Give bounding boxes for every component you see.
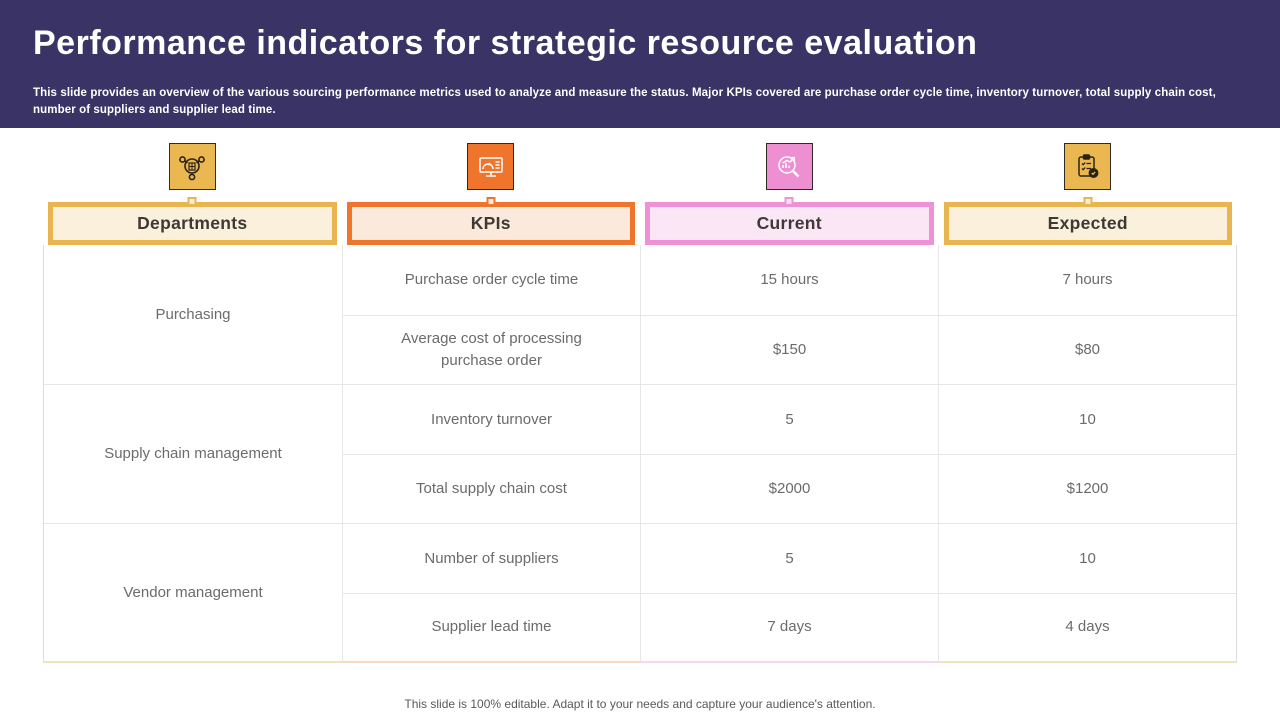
table-header-row: Departments KPIs Current Expected [43,197,1237,245]
connector-square [784,197,794,206]
column-header-label: Expected [1047,213,1128,233]
department-cell: Vendor management [44,523,342,663]
current-icon-cell [640,143,939,190]
kpi-cell: Total supply chain cost [342,453,640,524]
corporate-hierarchy-icon [168,143,216,190]
column-header-label: Departments [137,213,248,233]
analysis-magnifier-icon [765,143,813,190]
column-header-expected: Expected [943,197,1232,245]
current-value-cell: 7 days [640,592,938,663]
connector-square [1083,197,1093,206]
column-icons-row [43,143,1237,190]
departments-icon-cell [43,143,342,190]
column-header-departments: Departments [48,197,337,245]
kpis-icon-cell [342,143,641,190]
kpi-cell: Number of suppliers [342,523,640,593]
expected-value-cell: 7 hours [938,245,1236,315]
current-value-cell: $150 [640,314,938,385]
expected-value-cell: $80 [938,314,1236,385]
column-header-label: Current [756,213,822,233]
expected-value-cell: $1200 [938,453,1236,524]
kpi-cell: Inventory turnover [342,384,640,454]
column-header-kpis: KPIs [346,197,635,245]
editable-note: This slide is 100% editable. Adapt it to… [404,697,876,711]
current-value-cell: 5 [640,384,938,454]
kpi-cell: Supplier lead time [342,592,640,663]
department-cell: Purchasing [155,305,231,323]
title-banner: Performance indicators for strategic res… [0,0,1280,128]
current-value-cell: 15 hours [640,245,938,315]
kpi-dashboard-icon [467,143,515,190]
kpi-table-body: Purchasing Purchase order cycle time 15 … [43,245,1237,663]
expected-icon-cell [939,143,1238,190]
column-header-label: KPIs [470,213,511,233]
page-title: Performance indicators for strategic res… [33,24,978,62]
expected-value-cell: 10 [938,523,1236,593]
department-cell: Supply chain management [44,384,342,523]
kpi-cell: Purchase order cycle time [342,245,640,315]
column-header-current: Current [645,197,934,245]
expected-value-cell: 4 days [938,592,1236,663]
checklist-icon [1064,143,1112,190]
page-subtitle: This slide provides an overview of the v… [33,87,1216,117]
current-value-cell: 5 [640,523,938,593]
current-value-cell: $2000 [640,453,938,524]
connector-square [486,197,496,206]
kpi-cell: Average cost of processing purchase orde… [342,314,640,385]
connector-square [187,197,197,206]
expected-value-cell: 10 [938,384,1236,454]
